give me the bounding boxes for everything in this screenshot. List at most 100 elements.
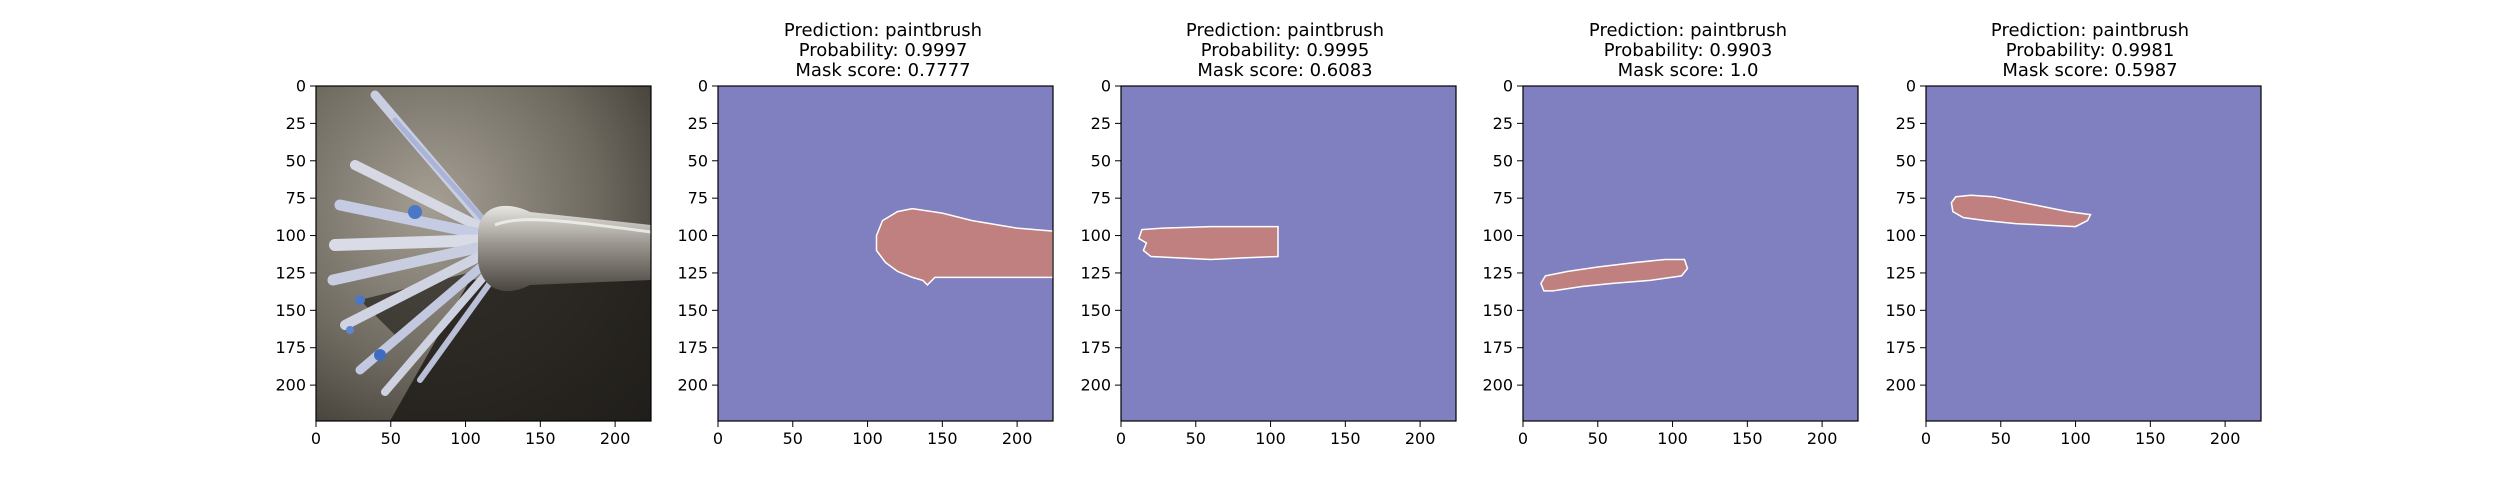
panel-2-xtick-label: 100 (852, 429, 883, 448)
panel-5-ytick-label: 0 (1906, 77, 1916, 96)
panel-2-ytick-label: 25 (688, 114, 708, 133)
panel-5-frame (1925, 85, 2262, 422)
panel-3-xtick-label: 200 (1405, 429, 1436, 448)
panel-4-xtick-label: 0 (1518, 429, 1528, 448)
panel-1-xtick-label: 0 (311, 429, 321, 448)
panel-2-predicted-mask (875, 207, 1054, 286)
panel-3-frame (1120, 85, 1457, 422)
panel-4-ytick-label: 175 (1482, 338, 1513, 357)
panel-1-frame (315, 85, 652, 422)
panel-1-ytick-label: 75 (286, 189, 306, 208)
panel-1-ytick-label: 150 (275, 301, 306, 320)
panel-5-predicted-mask (1950, 194, 2092, 228)
panel-5-ytick-label: 100 (1885, 226, 1916, 245)
panel-4-ytick-label: 150 (1482, 301, 1513, 320)
panel-3-title-line-2: Probability: 0.9995 (1201, 40, 1370, 61)
panel-4-ytick-label: 75 (1493, 189, 1513, 208)
panel-2-ytick-label: 125 (677, 263, 708, 282)
panel-3-xtick-label: 150 (1330, 429, 1361, 448)
panel-2-frame (717, 85, 1054, 422)
panel-4: Prediction: paintbrush Probability: 0.99… (1482, 20, 1859, 448)
panel-4-predicted-mask (1540, 258, 1689, 292)
panel-3-ytick-label: 150 (1080, 301, 1111, 320)
panel-2-xtick-label: 0 (713, 429, 723, 448)
panel-4-title-line-2: Probability: 0.9903 (1604, 40, 1773, 61)
panel-1-ytick-label: 50 (286, 151, 306, 170)
panel-1-ytick-label: 0 (296, 77, 306, 96)
panel-1-xtick-label: 150 (525, 429, 556, 448)
panel-5-ytick-label: 175 (1885, 338, 1916, 357)
panel-3: Prediction: paintbrush Probability: 0.99… (1080, 20, 1457, 448)
panel-4-ytick-label: 100 (1482, 226, 1513, 245)
panel-5-xtick-label: 150 (2135, 429, 2166, 448)
panel-1: 0 50 100 150 200 0 25 50 75 100 125 150 175 200 (275, 77, 652, 448)
panel-3-title-line-1: Prediction: paintbrush (1186, 20, 1384, 41)
panel-2-ytick-label: 100 (677, 226, 708, 245)
panel-2-title-line-2: Probability: 0.9997 (799, 40, 968, 61)
panel-5-title-line-1: Prediction: paintbrush (1991, 20, 2189, 41)
panel-1-ytick-label: 125 (275, 263, 306, 282)
panel-1-ytick-label: 100 (275, 226, 306, 245)
panel-5-title-line-3: Mask score: 0.5987 (2002, 60, 2177, 81)
panel-4-xtick-label: 50 (1588, 429, 1608, 448)
panel-5: Prediction: paintbrush Probability: 0.99… (1885, 20, 2262, 448)
panel-4-ytick-label: 50 (1493, 151, 1513, 170)
panel-5-mask-background (1926, 86, 2261, 421)
panel-5-title-line-2: Probability: 0.9981 (2006, 40, 2175, 61)
panel-2-title-line-3: Mask score: 0.7777 (795, 60, 970, 81)
panel-2-xtick-label: 50 (783, 429, 803, 448)
panel-4-xtick-label: 150 (1732, 429, 1763, 448)
panel-5-xtick-label: 0 (1921, 429, 1931, 448)
brush-ferrule (478, 205, 651, 292)
panel-5-ytick-label: 200 (1885, 376, 1916, 395)
panel-1-ytick-label: 200 (275, 376, 306, 395)
panel-4-ytick-label: 25 (1493, 114, 1513, 133)
panel-1-xtick-label: 200 (600, 429, 631, 448)
panel-5-xtick-label: 50 (1991, 429, 2011, 448)
panel-2-xtick-label: 150 (927, 429, 958, 448)
panel-3-ytick-label: 100 (1080, 226, 1111, 245)
panel-4-title-line-1: Prediction: paintbrush (1589, 20, 1787, 41)
panel-5-ytick-label: 125 (1885, 263, 1916, 282)
panel-4-ytick-label: 0 (1503, 77, 1513, 96)
panel-4-title-line-3: Mask score: 1.0 (1618, 60, 1759, 81)
panel-1-xtick-label: 100 (450, 429, 481, 448)
panel-4-ytick-label: 125 (1482, 263, 1513, 282)
panel-2: Prediction: paintbrush Probability: 0.99… (677, 20, 1054, 448)
panel-4-frame (1522, 85, 1859, 422)
panel-1-xtick-label: 50 (381, 429, 401, 448)
panel-2-xtick-label: 200 (1002, 429, 1033, 448)
panel-3-ytick-label: 200 (1080, 376, 1111, 395)
panel-4-mask-background (1523, 86, 1858, 421)
panel-5-xtick-label: 200 (2210, 429, 2241, 448)
panel-2-title-line-1: Prediction: paintbrush (784, 20, 982, 41)
panel-2-ytick-label: 200 (677, 376, 708, 395)
panel-2-ytick-label: 75 (688, 189, 708, 208)
panel-3-ytick-label: 175 (1080, 338, 1111, 357)
panel-2-ytick-label: 150 (677, 301, 708, 320)
panel-1-ytick-label: 175 (275, 338, 306, 357)
panel-4-xtick-label: 200 (1807, 429, 1838, 448)
panel-3-ytick-label: 75 (1091, 189, 1111, 208)
panel-3-title-line-3: Mask score: 0.6083 (1197, 60, 1372, 81)
panel-3-ytick-label: 50 (1091, 151, 1111, 170)
panel-5-ytick-label: 75 (1896, 189, 1916, 208)
panel-3-predicted-mask (1137, 225, 1279, 261)
panel-3-xtick-label: 0 (1116, 429, 1126, 448)
panel-3-ytick-label: 125 (1080, 263, 1111, 282)
paintbrush-photo (316, 86, 651, 421)
panel-2-ytick-label: 175 (677, 338, 708, 357)
panel-1-ytick-label: 25 (286, 114, 306, 133)
panel-3-xtick-label: 100 (1255, 429, 1286, 448)
panel-3-ytick-label: 0 (1101, 77, 1111, 96)
panel-5-xtick-label: 100 (2060, 429, 2091, 448)
panel-5-ytick-label: 150 (1885, 301, 1916, 320)
panel-3-ytick-label: 25 (1091, 114, 1111, 133)
panel-4-ytick-label: 200 (1482, 376, 1513, 395)
panel-5-ytick-label: 25 (1896, 114, 1916, 133)
panel-3-xtick-label: 50 (1186, 429, 1206, 448)
panel-2-ytick-label: 0 (698, 77, 708, 96)
panel-4-xtick-label: 100 (1657, 429, 1688, 448)
panel-5-ytick-label: 50 (1896, 151, 1916, 170)
